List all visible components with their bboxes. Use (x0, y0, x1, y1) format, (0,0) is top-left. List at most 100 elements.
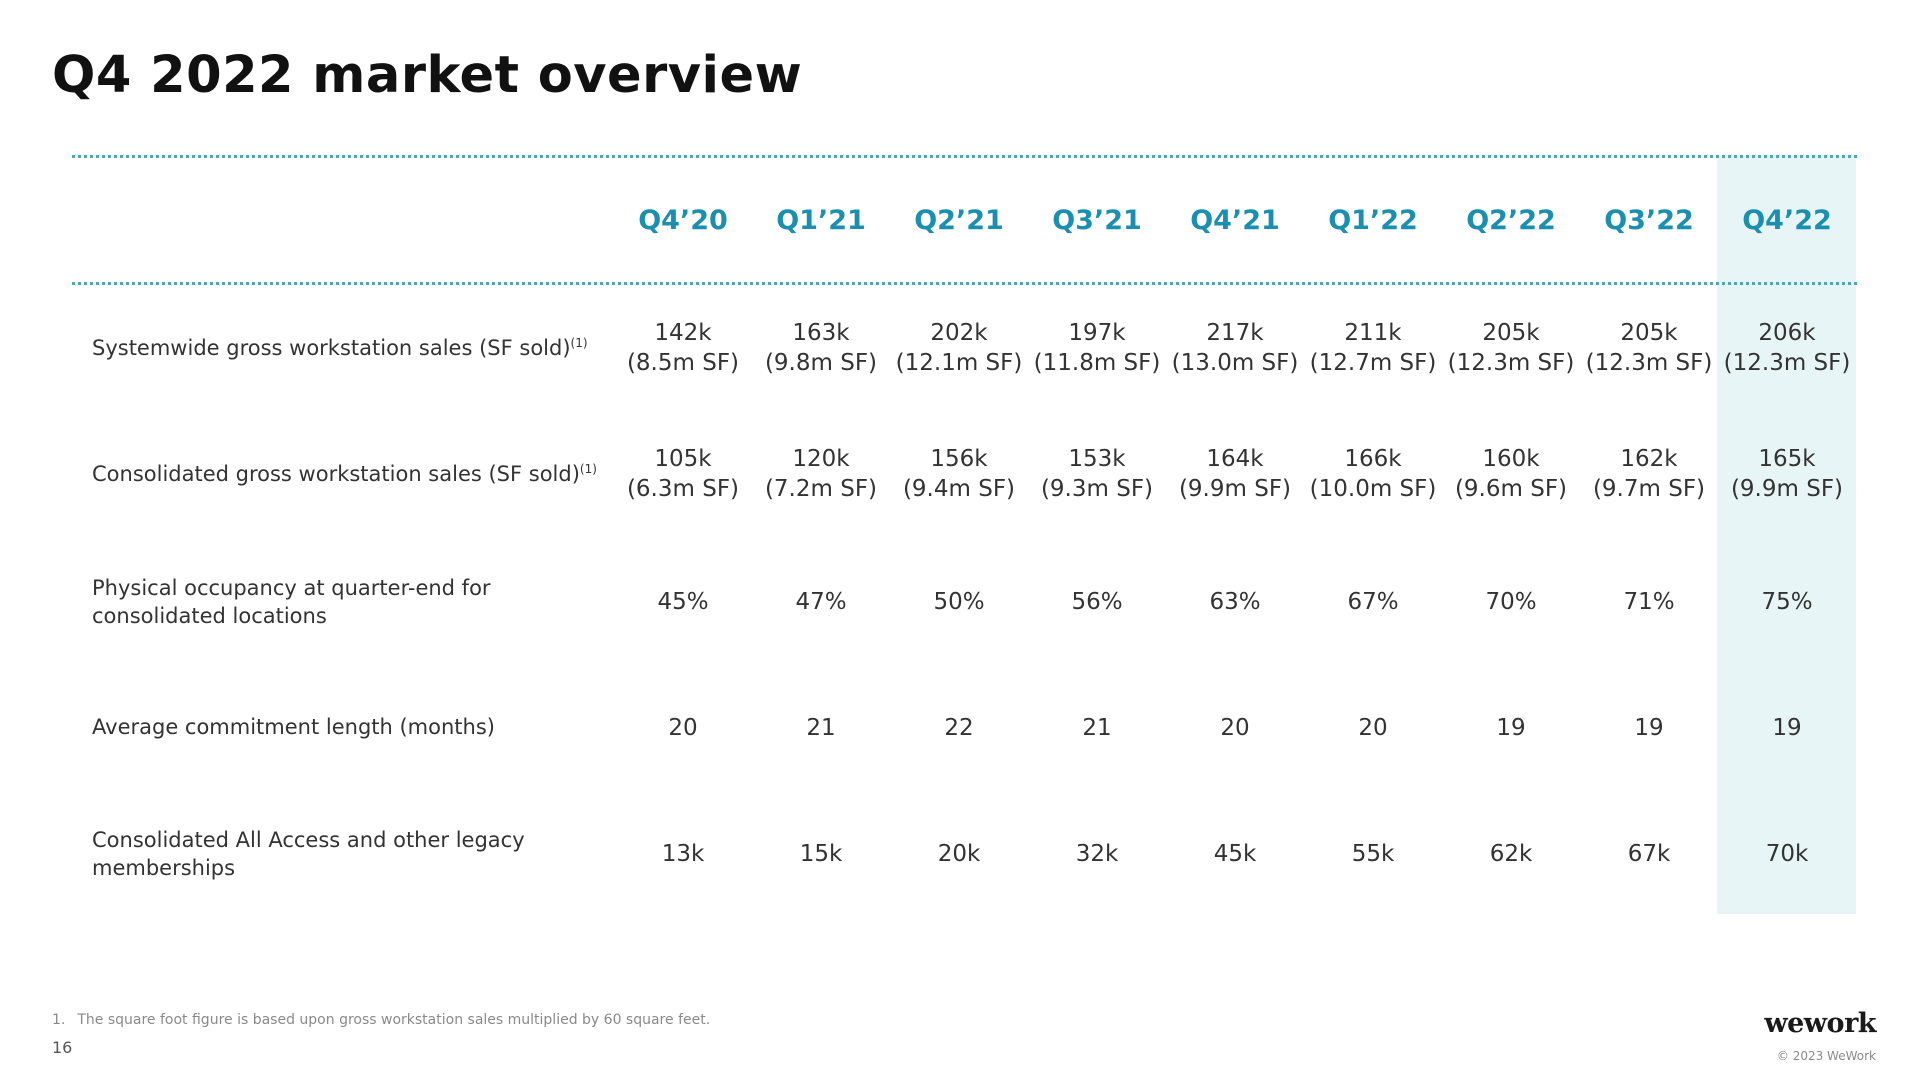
table-cell: 120k (7.2m SF) (751, 444, 891, 504)
table-cell: 15k (799, 841, 843, 867)
page-title: Q4 2022 market overview (52, 46, 803, 105)
cell-value: 153k (1068, 446, 1126, 472)
cell-value: 205k (1482, 320, 1540, 346)
table-cell: 70% (1485, 589, 1537, 615)
table-cell: 55k (1351, 841, 1395, 867)
table-cell: 71% (1623, 589, 1675, 615)
table-cell: 19 (1496, 715, 1526, 741)
cell-subvalue: (9.9m SF) (1730, 476, 1844, 502)
cell-subvalue: (8.5m SF) (626, 350, 740, 376)
table-cell: 22 (944, 715, 974, 741)
cell-value: 166k (1344, 446, 1402, 472)
table-cell: 19 (1634, 715, 1664, 741)
table-cell: 62k (1489, 841, 1533, 867)
table-cell: 20 (668, 715, 698, 741)
cell-value: 206k (1758, 320, 1816, 346)
row-label-text: Consolidated gross workstation sales (SF… (92, 462, 580, 486)
page-number: 16 (52, 1038, 73, 1057)
table-cell: 20 (1220, 715, 1250, 741)
table-cell: 142k (8.5m SF) (613, 318, 753, 378)
cell-value: 217k (1206, 320, 1264, 346)
cell-subvalue: (12.3m SF) (1723, 350, 1851, 376)
table-cell: 67k (1627, 841, 1671, 867)
cell-subvalue: (12.3m SF) (1447, 350, 1575, 376)
copyright-text: © 2023 WeWork (1776, 1049, 1876, 1063)
column-header: Q3’22 (1604, 205, 1694, 236)
table-cell: 217k (13.0m SF) (1165, 318, 1305, 378)
column-header: Q2’21 (914, 205, 1004, 236)
row-label-systemwide-sales: Systemwide gross workstation sales (SF s… (92, 334, 612, 362)
wework-logo: wework (1764, 1008, 1876, 1039)
cell-value: 205k (1620, 320, 1678, 346)
cell-value: 162k (1620, 446, 1678, 472)
row-label-line1: Physical occupancy at quarter-end for (92, 576, 491, 600)
table-cell: 20 (1358, 715, 1388, 741)
table-cell: 206k (12.3m SF) (1717, 318, 1857, 378)
table-cell: 13k (661, 841, 705, 867)
top-dotted-divider (72, 155, 1857, 158)
table-cell: 67% (1347, 589, 1399, 615)
cell-subvalue: (10.0m SF) (1309, 476, 1437, 502)
table-cell: 19 (1772, 715, 1802, 741)
table-cell: 45% (657, 589, 709, 615)
row-label-line1: Consolidated All Access and other legacy (92, 828, 525, 852)
footnote-number: 1. (52, 1012, 66, 1028)
table-cell: 45k (1213, 841, 1257, 867)
cell-value: 164k (1206, 446, 1264, 472)
footnote-ref: (1) (570, 336, 588, 350)
table-cell: 162k (9.7m SF) (1579, 444, 1719, 504)
column-header: Q4’20 (638, 205, 728, 236)
cell-subvalue: (9.8m SF) (764, 350, 878, 376)
table-cell: 56% (1071, 589, 1123, 615)
cell-subvalue: (6.3m SF) (626, 476, 740, 502)
cell-subvalue: (12.1m SF) (895, 350, 1023, 376)
cell-value: 142k (654, 320, 712, 346)
cell-subvalue: (9.6m SF) (1454, 476, 1568, 502)
row-label-commitment-length: Average commitment length (months) (92, 715, 495, 739)
cell-subvalue: (13.0m SF) (1171, 350, 1299, 376)
table-cell: 156k (9.4m SF) (889, 444, 1029, 504)
table-cell: 47% (795, 589, 847, 615)
cell-subvalue: (11.8m SF) (1033, 350, 1161, 376)
cell-subvalue: (9.9m SF) (1178, 476, 1292, 502)
column-header: Q2’22 (1466, 205, 1556, 236)
row-label-text: Systemwide gross workstation sales (SF s… (92, 336, 571, 360)
table-cell: 160k (9.6m SF) (1441, 444, 1581, 504)
table-cell: 63% (1209, 589, 1261, 615)
footnote: 1. The square foot figure is based upon g… (52, 1012, 710, 1028)
cell-value: 160k (1482, 446, 1540, 472)
cell-value: 202k (930, 320, 988, 346)
table-cell: 20k (937, 841, 981, 867)
footnote-ref: (1) (579, 462, 597, 476)
column-header: Q1’21 (776, 205, 866, 236)
column-header: Q3’21 (1052, 205, 1142, 236)
table-cell: 105k (6.3m SF) (613, 444, 753, 504)
cell-subvalue: (9.7m SF) (1592, 476, 1706, 502)
row-label-memberships: Consolidated All Access and other legacy… (92, 826, 612, 882)
header-dotted-divider (72, 282, 1857, 285)
cell-subvalue: (12.3m SF) (1585, 350, 1713, 376)
table-cell: 165k (9.9m SF) (1717, 444, 1857, 504)
row-label-line2: memberships (92, 856, 236, 880)
table-cell: 202k (12.1m SF) (889, 318, 1029, 378)
cell-subvalue: (7.2m SF) (764, 476, 878, 502)
cell-value: 156k (930, 446, 988, 472)
table-cell: 50% (933, 589, 985, 615)
cell-value: 211k (1344, 320, 1402, 346)
footnote-text: The square foot figure is based upon gro… (77, 1012, 711, 1028)
column-header-highlighted: Q4’22 (1742, 205, 1832, 236)
cell-subvalue: (9.4m SF) (902, 476, 1016, 502)
table-cell: 164k (9.9m SF) (1165, 444, 1305, 504)
row-label-line2: consolidated locations (92, 604, 327, 628)
table-cell: 32k (1075, 841, 1119, 867)
table-cell: 197k (11.8m SF) (1027, 318, 1167, 378)
table-cell: 70k (1765, 841, 1809, 867)
cell-value: 165k (1758, 446, 1816, 472)
row-label-physical-occupancy: Physical occupancy at quarter-end for co… (92, 574, 612, 630)
row-label-consolidated-sales: Consolidated gross workstation sales (SF… (92, 460, 612, 488)
highlighted-column-background (1717, 156, 1856, 914)
cell-value: 105k (654, 446, 712, 472)
table-cell: 205k (12.3m SF) (1579, 318, 1719, 378)
table-cell: 21 (1082, 715, 1112, 741)
cell-subvalue: (9.3m SF) (1040, 476, 1154, 502)
